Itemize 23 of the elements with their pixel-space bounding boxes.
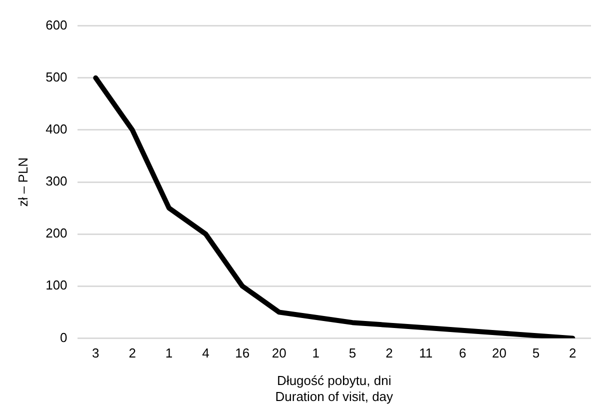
y-tick-label: 0 — [60, 330, 68, 345]
y-axis-title: zł – PLN — [15, 157, 30, 207]
x-tick-label: 5 — [348, 346, 356, 361]
x-tick-label: 2 — [569, 346, 576, 361]
y-tick-label: 100 — [46, 278, 68, 293]
y-tick-label: 400 — [46, 122, 68, 137]
y-tick-label: 200 — [46, 226, 68, 241]
x-tick-label: 6 — [458, 346, 466, 361]
x-tick-label: 11 — [419, 346, 433, 361]
x-tick-label: 20 — [272, 346, 286, 361]
x-tick-label: 1 — [312, 346, 320, 361]
x-tick-label: 2 — [128, 346, 136, 361]
y-tick-label: 300 — [46, 174, 68, 189]
x-tick-label: 3 — [92, 346, 100, 361]
x-tick-label: 2 — [386, 346, 393, 361]
x-tick-label: 16 — [235, 346, 250, 361]
x-tick-label: 5 — [532, 346, 540, 361]
x-tick-label: 20 — [492, 346, 506, 361]
x-tick-label: 4 — [202, 346, 210, 361]
x-tick-label: 1 — [165, 346, 173, 361]
y-tick-label: 500 — [46, 69, 68, 84]
y-tick-label: 600 — [46, 17, 68, 32]
x-axis-title: Długość pobytu, dni Duration of visit, day — [275, 373, 394, 404]
